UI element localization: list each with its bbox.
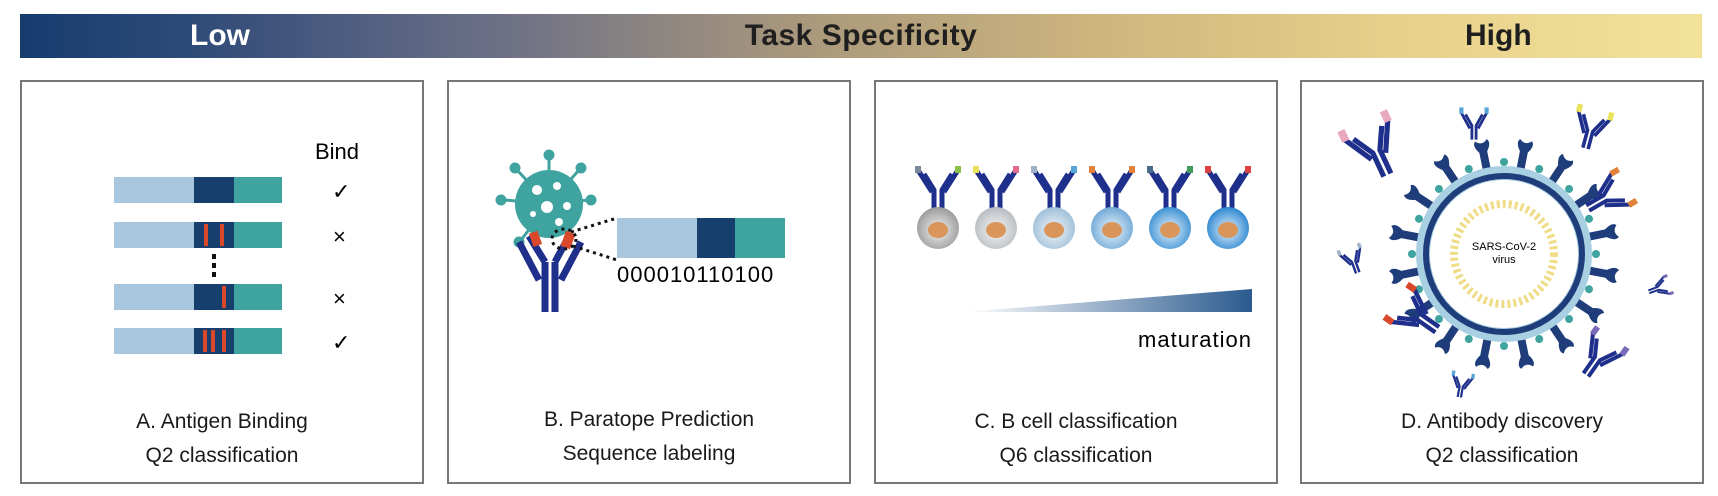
surface-protein-icon [1408,250,1416,258]
surface-protein-icon [1535,334,1544,343]
banner-low-label: Low [190,19,250,52]
result-3: × [333,286,346,311]
spike-icon [1516,138,1533,173]
spike-icon [1547,321,1574,354]
panel-a-subtitle: Q2 classification [145,444,299,467]
result-2: × [333,224,346,249]
bind-header: Bind [315,139,359,164]
spike-icon [1585,224,1619,242]
panel-b-title: B. Paratope Prediction [543,408,755,431]
result-1: ✓ [332,179,350,204]
panel-paratope-prediction: 000010110100 B. Paratope Prediction Sequ… [447,80,851,484]
surface-protein-icon [1434,315,1443,324]
surface-protein-icon [1500,342,1508,350]
panel-a-title: A. Antigen Binding [136,410,308,433]
antibody-icon [1451,370,1476,398]
virus-sublabel: virus [1492,254,1516,266]
b-cell-icon-3 [1031,166,1077,249]
spike-icon [1547,153,1574,187]
binary-labels: 000010110100 [617,262,774,287]
sequence-bar-4 [114,328,282,354]
rna-coil [1450,200,1558,308]
panel-d-subtitle: Q2 classification [1425,444,1579,467]
b-cell-icon-5 [1147,166,1193,249]
surface-protein-icon [1535,165,1544,174]
antibody-icon [1585,166,1639,213]
banner-high-label: High [1465,19,1532,52]
surface-protein-icon [1500,158,1508,166]
spike-icon [1571,297,1605,324]
virus-icon [495,149,597,248]
sequence-bar-3 [114,284,282,310]
surface-protein-icon [1434,184,1443,193]
maturation-label: maturation [1138,327,1252,352]
sequence-bar-1 [114,177,282,203]
ellipsis-dots [212,254,216,277]
antibody-icon [1459,107,1489,140]
surface-protein-icon [1565,315,1574,324]
result-4: ✓ [332,330,350,355]
panel-b-cell-classification: maturation C. B cell classification Q6 c… [874,80,1278,484]
spike-icon [1474,139,1492,173]
b-cell-illustration: maturation [915,166,1252,352]
task-specificity-banner: Task Specificity Low High [20,14,1702,58]
sequence-bar-2 [114,222,282,248]
antibody-icon [1336,242,1362,274]
banner-title: Task Specificity [744,19,978,52]
spike-icon [1585,266,1620,283]
b-cell-icon-2 [973,166,1019,249]
antibody-icon [1382,281,1441,335]
antibody-discovery-illustration: SARS-CoV-2 virus [1336,103,1675,398]
panel-b-subtitle: Sequence labeling [562,442,736,465]
b-cell-row [915,166,1251,249]
spike-icon [1516,335,1534,369]
virus-spikes [1388,138,1620,370]
panel-antibody-discovery: SARS-CoV-2 virus D. Antibody discovery Q… [1300,80,1704,484]
spike-icon [1388,225,1423,242]
virus-core [1430,180,1578,328]
antibody-icon [1581,325,1630,378]
spike-icon [1389,266,1423,284]
panel-antigen-binding: Bind ✓ × × [20,80,424,484]
surface-protein-icon [1415,214,1424,223]
antigen-binding-illustration: Bind ✓ × × [114,139,359,355]
b-cell-icon-1 [915,166,961,249]
paratope-illustration: 000010110100 [495,149,785,312]
spike-icon [1434,154,1461,187]
spike-icon [1475,335,1492,370]
spike-icon [1434,321,1461,355]
b-cell-icon-4 [1089,166,1135,249]
b-cell-icon-6 [1205,166,1251,249]
antibody-icon [1575,103,1615,150]
virus-label: SARS-CoV-2 [1472,241,1536,253]
surface-protein-icon [1584,214,1593,223]
surface-protein-icon [1464,334,1473,343]
sequence-bar [617,218,785,258]
antibodies [1336,103,1675,398]
surface-protein-icon [1592,250,1600,258]
surface-protein-icon [1584,285,1593,294]
panel-c-subtitle: Q6 classification [999,444,1153,467]
panel-d-title: D. Antibody discovery [1401,410,1603,433]
spike-icon [1403,184,1437,211]
surface-protein-icon [1464,165,1473,174]
virus-membrane [1423,173,1585,335]
maturation-wedge [964,289,1252,312]
antibody-icon [1647,274,1675,296]
spike-icon [1571,184,1604,211]
surface-protein-icon [1565,184,1574,193]
antibody-icon [1337,109,1394,178]
zoom-lines [550,216,618,262]
panel-c-title: C. B cell classification [974,410,1178,433]
